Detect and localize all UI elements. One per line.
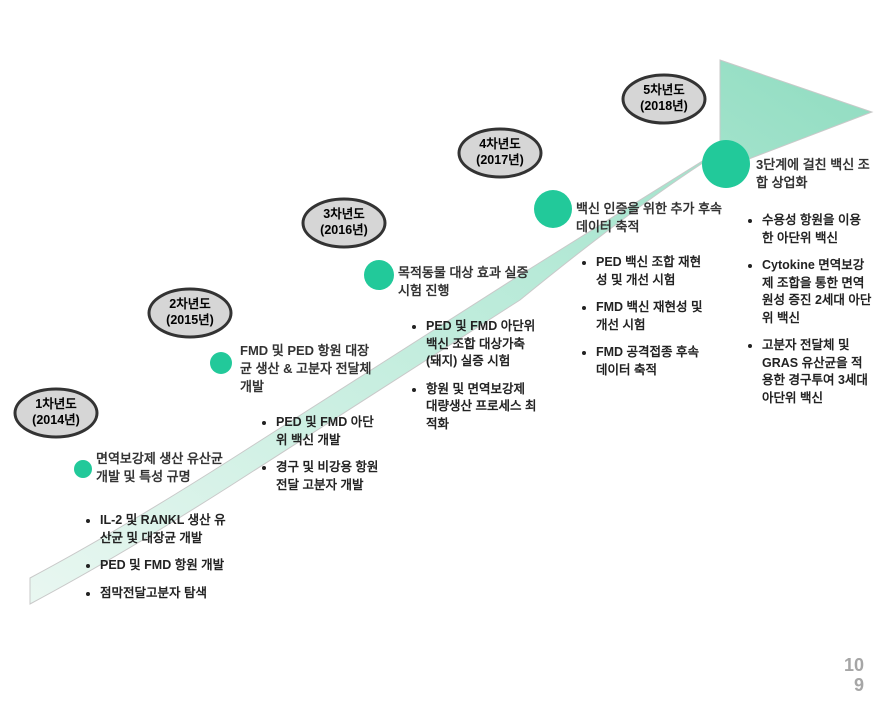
- stage-bullets-3: PED 및 FMD 아단위 백신 조합 대상가축(돼지) 실증 시험항원 및 면…: [408, 318, 538, 443]
- bullet-list: PED 백신 조합 재현성 및 개선 시험 FMD 백신 재현성 및 개선 시험 F…: [578, 254, 708, 379]
- stage-bullets-4: PED 백신 조합 재현성 및 개선 시험 FMD 백신 재현성 및 개선 시험 F…: [578, 254, 708, 389]
- stage-marker-3: [364, 260, 394, 290]
- bullet-item: 경구 및 비강용 항원 전달 고분자 개발: [276, 459, 383, 494]
- page-number-line: 10: [844, 656, 864, 676]
- page-number: 10 9: [844, 656, 864, 696]
- stage-label-5: 5차년도(2018년): [620, 72, 708, 126]
- stage-label-line: (2016년): [320, 223, 368, 239]
- stage-label-text: 5차년도(2018년): [640, 83, 688, 114]
- stage-label-line: 5차년도: [640, 83, 688, 99]
- stage-summary-2: FMD 및 PED 항원 대장균 생산 & 고분자 전달체 개발: [240, 342, 380, 397]
- stage-ellipse: 5차년도(2018년): [620, 72, 708, 126]
- stage-label-line: (2014년): [32, 413, 80, 429]
- bullet-list: PED 및 FMD 아단위 백신 조합 대상가축(돼지) 실증 시험항원 및 면…: [408, 318, 538, 433]
- stage-ellipse: 2차년도(2015년): [146, 286, 234, 340]
- bullet-item: IL-2 및 RANKL 생산 유산균 및 대장균 개발: [100, 512, 227, 547]
- bullet-item: FMD 백신 재현성 및 개선 시험: [596, 299, 708, 334]
- stage-summary-1: 면역보강제 생산 유산균 개발 및 특성 규명: [96, 450, 236, 486]
- bullet-list: 수용성 항원을 이용한 아단위 백신 Cytokine 면역보강제 조합을 통한 …: [744, 212, 872, 407]
- stage-label-4: 4차년도(2017년): [456, 126, 544, 180]
- stage-label-text: 1차년도(2014년): [32, 397, 80, 428]
- bullet-list: IL-2 및 RANKL 생산 유산균 및 대장균 개발 PED 및 FMD 항원…: [82, 512, 227, 602]
- bullet-item: PED 백신 조합 재현성 및 개선 시험: [596, 254, 708, 289]
- stage-marker-5: [702, 140, 750, 188]
- stage-label-line: (2015년): [166, 313, 214, 329]
- stage-label-text: 3차년도(2016년): [320, 207, 368, 238]
- stage-ellipse: 4차년도(2017년): [456, 126, 544, 180]
- bullet-item: Cytokine 면역보강제 조합을 통한 면역원성 증진 2세대 아단위 백신: [762, 257, 872, 327]
- stage-label-line: (2017년): [476, 153, 524, 169]
- bullet-item: PED 및 FMD 아단위 백신 조합 대상가축(돼지) 실증 시험: [426, 318, 538, 371]
- stage-summary-4: 백신 인증을 위한 추가 후속 데이터 축적: [576, 200, 726, 236]
- stage-marker-2: [210, 352, 232, 374]
- bullet-item: PED 및 FMD 항원 개발: [100, 557, 227, 575]
- stage-bullets-2: PED 및 FMD 아단위 백신 개발경구 및 비강용 항원 전달 고분자 개발: [258, 414, 383, 504]
- stage-marker-1: [74, 460, 92, 478]
- stage-bullets-5: 수용성 항원을 이용한 아단위 백신 Cytokine 면역보강제 조합을 통한 …: [744, 212, 872, 417]
- stage-label-3: 3차년도(2016년): [300, 196, 388, 250]
- stage-label-line: 3차년도: [320, 207, 368, 223]
- bullet-item: 수용성 항원을 이용한 아단위 백신: [762, 212, 872, 247]
- stage-label-line: 2차년도: [166, 297, 214, 313]
- page-number-line: 9: [844, 676, 864, 696]
- bullet-item: FMD 공격접종 후속데이터 축적: [596, 344, 708, 379]
- stage-bullets-1: IL-2 및 RANKL 생산 유산균 및 대장균 개발 PED 및 FMD 항원…: [82, 512, 227, 612]
- bullet-item: 고분자 전달체 및 GRAS 유산균을 적용한 경구투여 3세대 아단위 백신: [762, 337, 872, 407]
- bullet-item: 점막전달고분자 탐색: [100, 585, 227, 603]
- stage-ellipse: 1차년도(2014년): [12, 386, 100, 440]
- stage-label-text: 2차년도(2015년): [166, 297, 214, 328]
- bullet-item: PED 및 FMD 아단위 백신 개발: [276, 414, 383, 449]
- stage-label-1: 1차년도(2014년): [12, 386, 100, 440]
- stage-ellipse: 3차년도(2016년): [300, 196, 388, 250]
- stage-label-line: (2018년): [640, 99, 688, 115]
- stage-label-2: 2차년도(2015년): [146, 286, 234, 340]
- stage-marker-4: [534, 190, 572, 228]
- stage-label-line: 4차년도: [476, 137, 524, 153]
- bullet-list: PED 및 FMD 아단위 백신 개발경구 및 비강용 항원 전달 고분자 개발: [258, 414, 383, 494]
- stage-summary-3: 목적동물 대상 효과 실증 시험 진행: [398, 264, 538, 300]
- stage-label-line: 1차년도: [32, 397, 80, 413]
- bullet-item: 항원 및 면역보강제 대량생산 프로세스 최적화: [426, 381, 538, 434]
- stage-label-text: 4차년도(2017년): [476, 137, 524, 168]
- stage-summary-5: 3단계에 걸친 백신 조합 상업화: [756, 156, 876, 192]
